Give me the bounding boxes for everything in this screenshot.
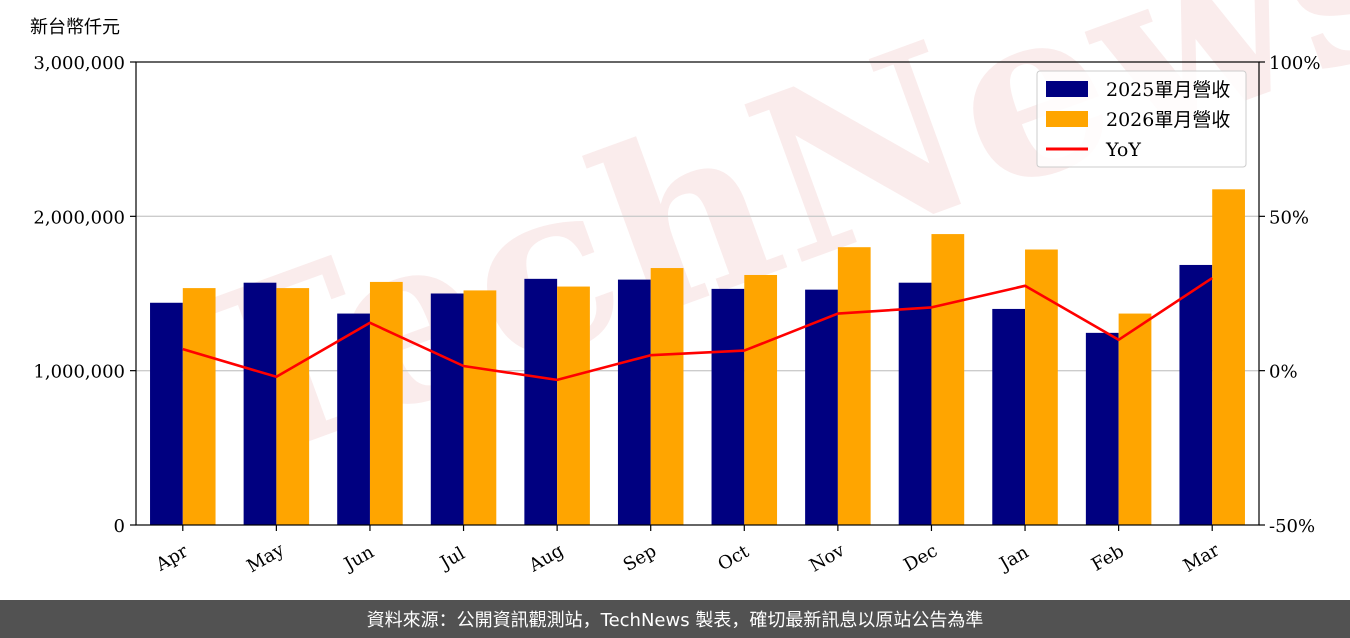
x-tick-label-jan: Jan — [995, 542, 1033, 576]
bar-2025-apr — [150, 302, 183, 525]
bar-2026-jul — [463, 290, 497, 525]
legend-box — [1036, 70, 1247, 168]
left-tick-label-1: 1,000,000 — [33, 362, 125, 383]
left-tick-label-3: 3,000,000 — [33, 53, 125, 74]
x-tick-label-mar: Mar — [1180, 540, 1224, 577]
bar-2025-jul — [430, 293, 464, 525]
bar-2025-mar — [1179, 264, 1213, 525]
bar-2026-aug — [557, 286, 590, 525]
gridlines — [136, 215, 1259, 372]
bar-2025-feb — [1085, 332, 1119, 525]
x-tick-label-jul: Jul — [435, 543, 469, 575]
legend-yoy-label: YoY — [1105, 139, 1141, 161]
x-tick-label-nov: Nov — [806, 540, 849, 577]
bar-2025-dec — [898, 282, 932, 525]
right-tick-label-2: 50% — [1269, 207, 1309, 228]
x-tick-label-jun: Jun — [339, 541, 378, 576]
legend: 2025單月營收 2026單月營收 YoY — [1036, 70, 1247, 168]
left-tick-label-2: 2,000,000 — [33, 207, 125, 228]
x-tick-label-feb: Feb — [1088, 541, 1128, 576]
x-tick-label-aug: Aug — [525, 540, 568, 577]
bar-2026-jun — [369, 281, 403, 525]
bar-2026-dec — [931, 234, 965, 525]
x-tick-label-sep: Sep — [620, 541, 660, 576]
x-axis: Apr May Jun Jul Aug Sep Oct Nov Dec Jan Feb Mar — [152, 525, 1224, 577]
right-tick-label-1: 0% — [1269, 362, 1298, 383]
right-axis: -50% 0% 50% 100% — [1259, 53, 1320, 537]
legend-2025-label: 2025單月營收 — [1106, 79, 1230, 101]
left-tick-label-0: 0 — [114, 516, 125, 537]
yoy-line-layer — [182, 277, 1213, 382]
yoy-line — [182, 277, 1213, 382]
bar-2026-jan — [1025, 249, 1058, 525]
x-tick-label-may: May — [243, 539, 288, 577]
bar-2025-may — [243, 282, 277, 525]
bar-2026-mar — [1212, 189, 1245, 525]
legend-2026-label: 2026單月營收 — [1106, 109, 1230, 131]
x-tick-label-apr: Apr — [152, 541, 192, 576]
left-axis: 0 1,000,000 2,000,000 3,000,000 — [33, 53, 136, 537]
bar-2025-aug — [524, 278, 558, 525]
bar-2026-oct — [744, 274, 778, 525]
bars — [150, 189, 1245, 525]
bar-2026-feb — [1118, 313, 1152, 525]
source-footer: 資料來源：公開資訊觀測站，TechNews 製表，確切最新訊息以原站公告為準 — [0, 600, 1350, 638]
x-tick-label-oct: Oct — [714, 541, 753, 576]
bar-2025-jan — [992, 308, 1026, 525]
unit-label: 新台幣仟元 — [30, 17, 120, 38]
bar-2026-apr — [182, 288, 216, 525]
plot-frame — [135, 61, 1260, 526]
bar-2025-oct — [711, 288, 745, 525]
right-tick-label-3: 100% — [1269, 53, 1320, 74]
bar-2026-sep — [650, 268, 684, 525]
bar-2025-sep — [617, 279, 651, 525]
bar-2025-jun — [337, 313, 370, 525]
right-tick-label-0: -50% — [1269, 516, 1315, 537]
x-tick-label-dec: Dec — [900, 540, 941, 576]
legend-2025-swatch — [1046, 81, 1088, 97]
bar-2026-nov — [837, 247, 871, 525]
source-text: 資料來源：公開資訊觀測站，TechNews 製表，確切最新訊息以原站公告為準 — [366, 610, 984, 631]
bar-2026-may — [276, 288, 310, 525]
bar-2025-nov — [805, 289, 838, 525]
legend-2026-swatch — [1046, 111, 1088, 127]
